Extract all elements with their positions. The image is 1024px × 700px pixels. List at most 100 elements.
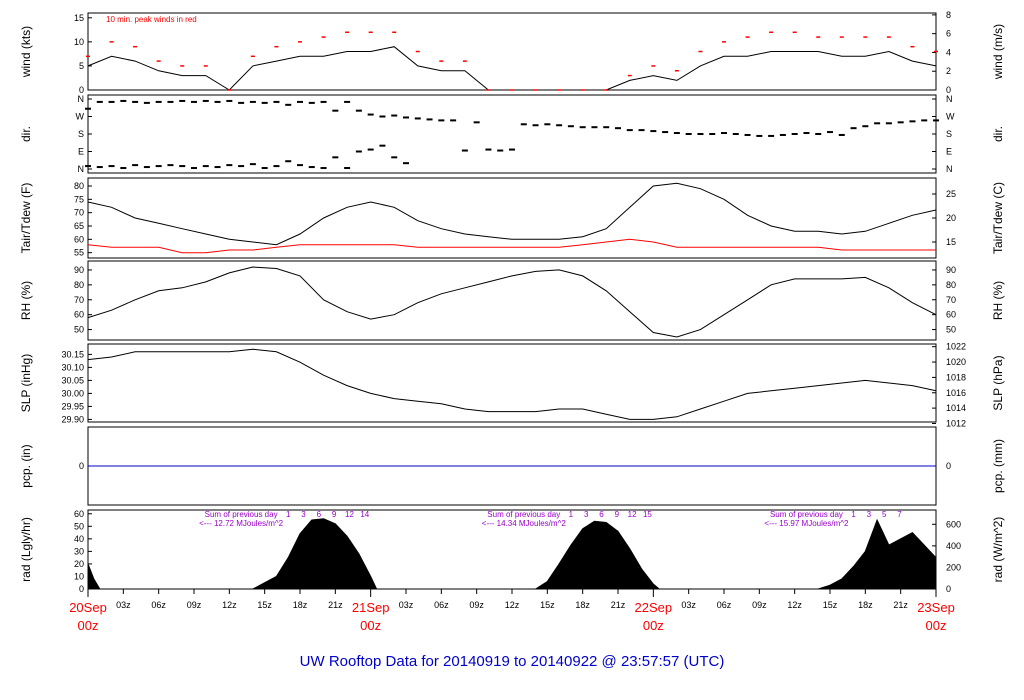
- dir-point: [167, 164, 174, 167]
- dir-point: [909, 120, 916, 123]
- dir-point: [897, 121, 904, 124]
- dir-point: [214, 166, 221, 169]
- dir-point: [355, 109, 362, 112]
- dir-point: [803, 132, 810, 135]
- ytick-label-right: 80: [946, 280, 956, 290]
- ytick-label-right: 90: [946, 265, 956, 275]
- date-hour-label: 00z: [78, 618, 99, 633]
- ytick-label: 30: [74, 546, 84, 556]
- series-line-slp-0: [87, 348, 937, 420]
- dir-point: [155, 100, 162, 103]
- dir-point: [367, 113, 374, 116]
- xtick-label: 18z: [575, 600, 590, 610]
- dir-point: [921, 119, 928, 122]
- dir-point: [85, 165, 91, 168]
- ytick-label: 60: [74, 310, 84, 320]
- dir-point: [226, 164, 233, 167]
- dir-point: [155, 165, 162, 168]
- dir-point: [732, 133, 739, 135]
- dir-point: [179, 165, 186, 168]
- dir-point: [933, 119, 939, 122]
- dir-point: [403, 162, 409, 165]
- ytick-label: 50: [74, 521, 84, 531]
- ytick-label-right: 1014: [946, 403, 966, 413]
- xtick-label: 21z: [893, 600, 908, 610]
- dir-point: [403, 116, 409, 119]
- ytick-label: N: [78, 94, 85, 104]
- ytick-label: 70: [74, 295, 84, 305]
- ytick-label: 60: [74, 234, 84, 244]
- ylabel-right-dir: dir.: [991, 126, 1005, 142]
- ytick-label: 30.15: [61, 349, 84, 359]
- dir-point: [297, 100, 303, 103]
- hour-mark: 3: [301, 510, 306, 519]
- ytick-label-right: 60: [946, 310, 956, 320]
- ytick-label: 30.10: [61, 362, 84, 372]
- dir-point: [273, 100, 280, 103]
- panel-rh: 50 60 70 80 90 50 60 70 80 90 RH (%) RH (%): [19, 260, 1005, 341]
- panel-slp: 29.90 29.95 30.00 30.05 30.10 30.15 1012 1014 10…: [19, 342, 1005, 429]
- dir-point: [721, 132, 727, 135]
- ytick-label: 10: [74, 571, 84, 581]
- dir-point: [143, 101, 150, 104]
- peak-wind-annotation: 10 min. peak winds in red: [106, 15, 197, 24]
- sum-label: Sum of previous day: [487, 510, 560, 519]
- xtick-label: 06z: [434, 600, 449, 610]
- ytick-label: N: [78, 164, 85, 174]
- ytick-label: 60: [74, 509, 84, 519]
- panel-pcp: 0 0 pcp. (in) pcp. (mm): [19, 426, 1005, 506]
- ytick-label-right: 15: [946, 237, 956, 247]
- xtick-label: 21z: [611, 600, 626, 610]
- dir-point: [379, 144, 386, 147]
- xtick-label: 06z: [151, 600, 166, 610]
- ytick-label: 70: [74, 208, 84, 218]
- dir-point: [85, 107, 91, 110]
- ytick-label-right: 20: [946, 213, 956, 223]
- date-hour-label: 00z: [926, 618, 947, 633]
- dir-point: [108, 100, 115, 103]
- dir-point: [132, 164, 139, 167]
- ytick-label: 0: [79, 85, 84, 95]
- xtick-label: 15z: [540, 600, 555, 610]
- dir-point: [367, 148, 374, 151]
- hour-mark: 3: [867, 510, 872, 519]
- dir-point: [438, 119, 445, 122]
- xtick-label: 09z: [752, 600, 767, 610]
- ytick-label-right: N: [946, 94, 953, 104]
- dir-point: [791, 133, 798, 135]
- hour-mark: 5: [882, 510, 887, 519]
- dir-point: [238, 165, 245, 168]
- dir-point: [638, 129, 645, 132]
- radiation-area: [87, 518, 937, 590]
- ylabel-slp: SLP (inHg): [19, 354, 33, 412]
- ylabel-rad: rad (Lgly/hr): [19, 517, 33, 582]
- xtick-label: 03z: [116, 600, 131, 610]
- panel-temp: 55 60 65 70 75 80 15 20 25 Tair/Tdew (F) Tair/Tdew…: [19, 177, 1005, 259]
- dir-point: [344, 167, 351, 170]
- dir-point: [532, 124, 539, 127]
- date-label: 23Sep: [917, 600, 955, 615]
- xtick-label: 03z: [399, 600, 414, 610]
- series-line-temp-1: [87, 238, 936, 254]
- ylabel-right-wind: wind (m/s): [991, 24, 1005, 80]
- ytick-label: 15: [74, 13, 84, 23]
- ytick-label-right: 4: [946, 47, 951, 57]
- ytick-label: W: [76, 112, 85, 122]
- dir-point: [167, 100, 174, 103]
- ytick-label-right: 1020: [946, 357, 966, 367]
- dir-point: [768, 134, 775, 137]
- ytick-label: 10: [74, 37, 84, 47]
- ytick-label: 5: [79, 61, 84, 71]
- dir-point: [249, 163, 256, 166]
- ytick-label-right: 2: [946, 66, 951, 76]
- dir-point: [567, 125, 574, 128]
- dir-point: [591, 126, 598, 129]
- dir-point: [120, 99, 127, 102]
- dir-point: [391, 156, 398, 159]
- dir-point: [685, 133, 692, 135]
- sum-label: Sum of previous day: [770, 510, 843, 519]
- dir-point: [391, 114, 398, 117]
- series-line-wind-0: [87, 46, 937, 91]
- ytick-label: 65: [74, 221, 84, 231]
